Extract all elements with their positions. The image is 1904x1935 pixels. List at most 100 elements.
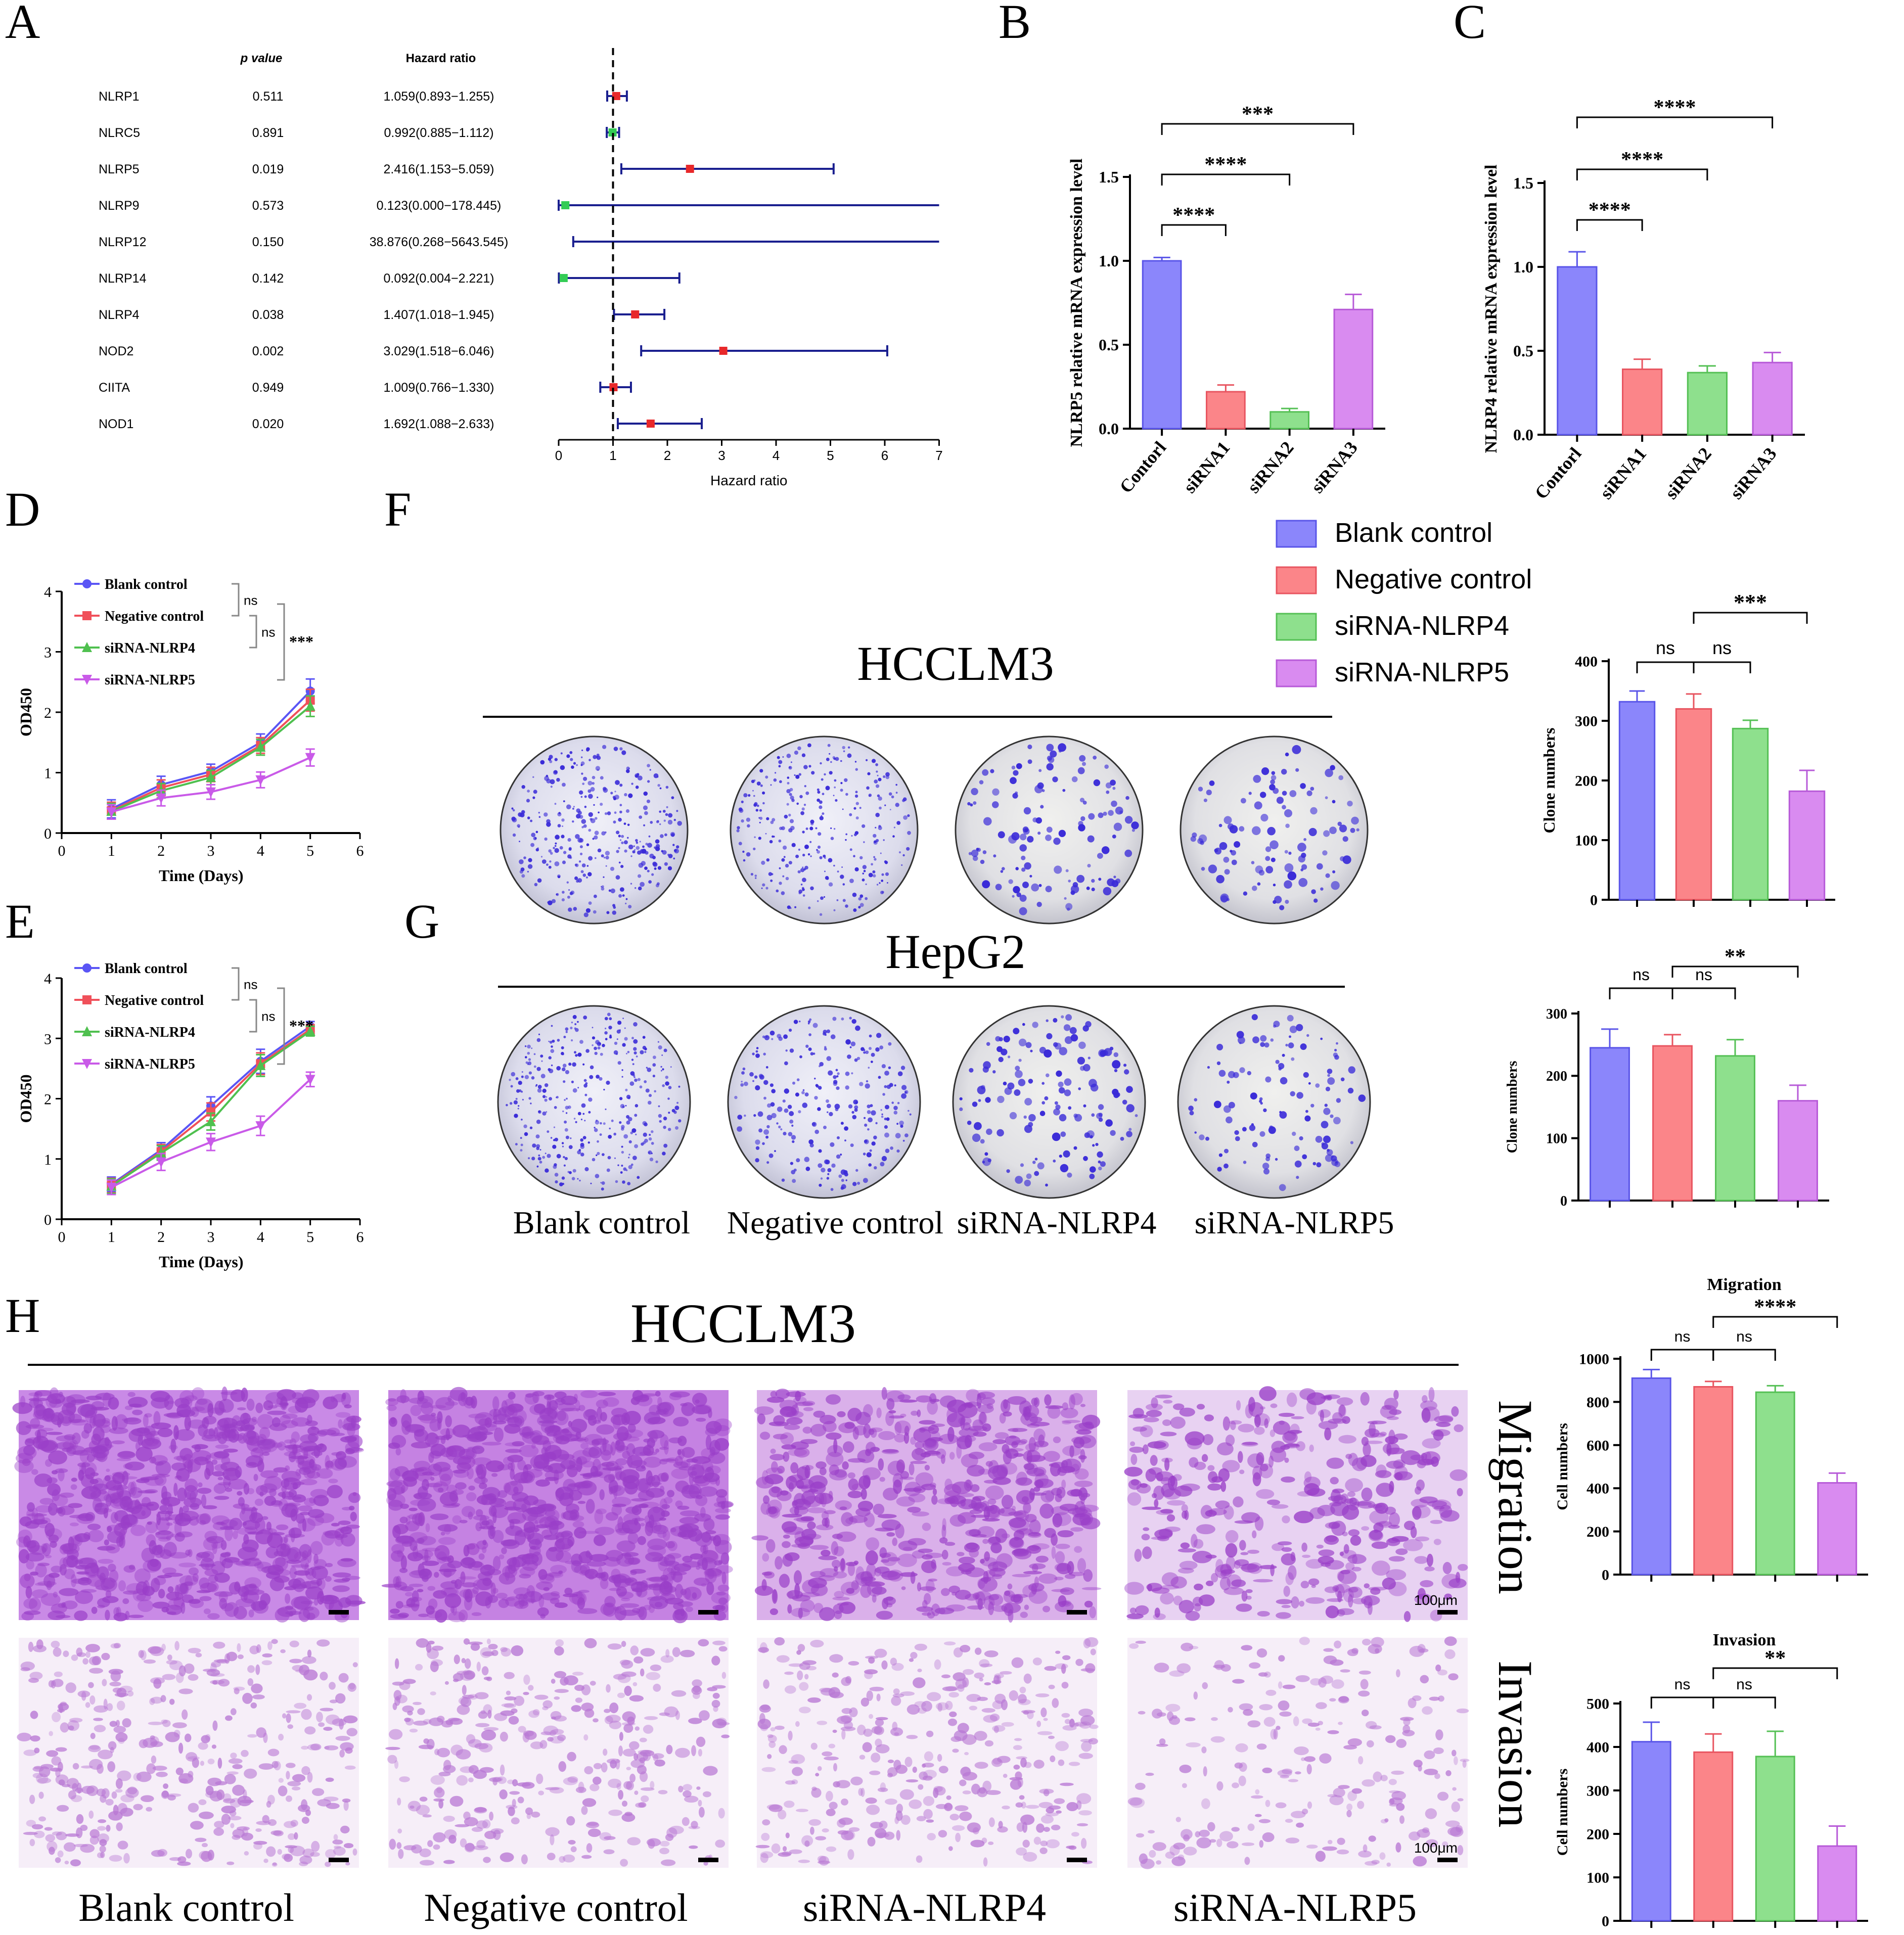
stained-cell bbox=[568, 1490, 582, 1501]
stained-cell bbox=[229, 1582, 241, 1595]
colony bbox=[878, 826, 882, 831]
colony bbox=[1050, 750, 1057, 758]
colony bbox=[744, 1114, 746, 1117]
stained-cell bbox=[1074, 1481, 1093, 1487]
colony bbox=[577, 1087, 579, 1089]
stained-cell bbox=[178, 1562, 196, 1568]
colony bbox=[538, 812, 540, 814]
stained-cell bbox=[1031, 1398, 1038, 1406]
colony bbox=[892, 835, 895, 838]
colony bbox=[868, 872, 873, 878]
stained-cell bbox=[1326, 1457, 1344, 1469]
colony bbox=[584, 1167, 589, 1172]
forest-hr-text: 2.416(1.153−5.059) bbox=[384, 162, 494, 176]
colony bbox=[581, 863, 586, 867]
stained-cell bbox=[90, 1445, 109, 1459]
stained-cell bbox=[280, 1415, 291, 1424]
stained-cell bbox=[762, 1572, 773, 1576]
significance-bracket bbox=[1671, 987, 1736, 999]
colony bbox=[1275, 1059, 1280, 1064]
colony bbox=[741, 1081, 743, 1083]
stained-cell bbox=[888, 1415, 904, 1419]
colony bbox=[601, 887, 605, 891]
colony bbox=[588, 759, 591, 761]
stained-cell bbox=[841, 1512, 853, 1527]
stained-cell bbox=[55, 1468, 68, 1473]
colony bbox=[531, 1047, 533, 1049]
stained-cell bbox=[762, 1553, 769, 1562]
colony bbox=[1239, 826, 1245, 832]
colony bbox=[1059, 1155, 1062, 1158]
colony bbox=[753, 795, 755, 797]
colony bbox=[664, 862, 668, 866]
colony bbox=[657, 820, 659, 822]
colony bbox=[881, 1115, 884, 1118]
stained-cell bbox=[1005, 1448, 1019, 1459]
colony bbox=[819, 1183, 822, 1187]
colony bbox=[1040, 805, 1044, 809]
stained-cell bbox=[139, 1438, 159, 1447]
stained-cell bbox=[152, 1601, 170, 1609]
stained-cell bbox=[482, 1577, 492, 1586]
colony bbox=[1288, 1042, 1294, 1048]
colony bbox=[881, 1156, 887, 1162]
colony bbox=[548, 1056, 552, 1059]
colony bbox=[854, 794, 858, 798]
stained-cell bbox=[779, 1574, 790, 1588]
stained-cell bbox=[409, 1570, 429, 1579]
stained-cell bbox=[132, 1409, 143, 1415]
colony bbox=[592, 1158, 596, 1162]
colony bbox=[736, 829, 740, 833]
stained-cell bbox=[561, 1429, 570, 1434]
stained-cell bbox=[1422, 1395, 1428, 1403]
stained-cell bbox=[430, 1513, 449, 1521]
stained-cell bbox=[715, 1508, 731, 1513]
colony bbox=[619, 747, 623, 751]
colony bbox=[572, 807, 574, 810]
colony bbox=[1052, 776, 1058, 782]
stained-cell bbox=[497, 1490, 508, 1498]
colony bbox=[786, 789, 791, 794]
stained-cell bbox=[798, 1607, 803, 1619]
stained-cell bbox=[533, 1454, 550, 1469]
colony bbox=[676, 1101, 679, 1104]
marker-triangle bbox=[255, 742, 266, 752]
colony bbox=[601, 1181, 605, 1185]
colony bbox=[595, 857, 597, 859]
colony bbox=[1093, 779, 1101, 787]
colony bbox=[588, 856, 593, 861]
stained-cell bbox=[564, 1560, 584, 1564]
colony bbox=[629, 1081, 634, 1086]
stained-cell bbox=[878, 1458, 884, 1471]
stained-cell bbox=[949, 1452, 955, 1460]
colony bbox=[1291, 1057, 1295, 1061]
stained-cell bbox=[196, 1552, 210, 1558]
stained-cell bbox=[793, 1517, 812, 1522]
stained-cell bbox=[881, 1387, 887, 1400]
colony bbox=[840, 1122, 844, 1125]
stained-cell bbox=[284, 1502, 301, 1507]
stained-cell bbox=[48, 1534, 59, 1543]
colony bbox=[511, 807, 514, 810]
stained-cell bbox=[330, 1433, 345, 1436]
colony bbox=[601, 854, 604, 858]
stained-cell bbox=[818, 1555, 837, 1560]
x-tick-label: 2 bbox=[157, 843, 165, 859]
legend-label: Negative control bbox=[1335, 564, 1532, 594]
colony bbox=[594, 894, 597, 898]
colony bbox=[742, 1067, 746, 1071]
significance-bracket bbox=[249, 999, 257, 1033]
stained-cell bbox=[1080, 1493, 1091, 1498]
stained-cell bbox=[85, 1512, 96, 1522]
stained-cell bbox=[111, 1440, 125, 1445]
stained-cell bbox=[680, 1460, 691, 1468]
colony bbox=[829, 1112, 833, 1117]
stained-cell bbox=[1020, 1611, 1028, 1618]
stained-cell bbox=[400, 1555, 407, 1570]
stained-cell bbox=[1067, 1489, 1082, 1497]
colony bbox=[1330, 1114, 1334, 1118]
stained-cell bbox=[480, 1564, 495, 1576]
stained-cell bbox=[644, 1412, 661, 1425]
stained-cell bbox=[1245, 1589, 1253, 1593]
colony bbox=[799, 1055, 802, 1058]
